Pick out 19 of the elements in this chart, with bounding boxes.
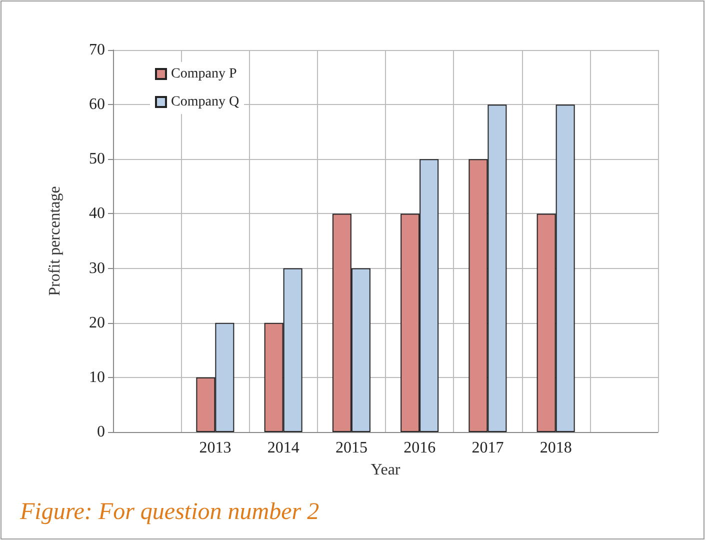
text: Figure: For question number 2	[19, 499, 320, 525]
y-tick-label: 20	[89, 314, 105, 332]
x-tick-label: 2015	[335, 440, 368, 456]
y-tick-label: 70	[89, 42, 105, 58]
y-tick-label: 40	[89, 205, 105, 222]
x-tick-label: 2013	[199, 440, 232, 456]
x-axis-title: Year	[370, 462, 401, 478]
y-tick-label: 10	[89, 368, 105, 386]
x-tick-label: 2014	[267, 440, 300, 456]
y-tick-label: 30	[89, 260, 105, 277]
legend-label: Company P	[171, 66, 237, 82]
y-axis-title: Profit percentage	[46, 186, 64, 296]
x-tick-label: 2016	[404, 440, 436, 456]
legend-label: Company Q	[171, 94, 240, 110]
y-tick-label: 0	[97, 424, 105, 440]
y-tick-label: 50	[89, 150, 105, 168]
x-tick-label: 2018	[540, 440, 572, 456]
y-tick-label: 60	[89, 96, 105, 114]
x-tick-label: 2017	[472, 440, 504, 456]
